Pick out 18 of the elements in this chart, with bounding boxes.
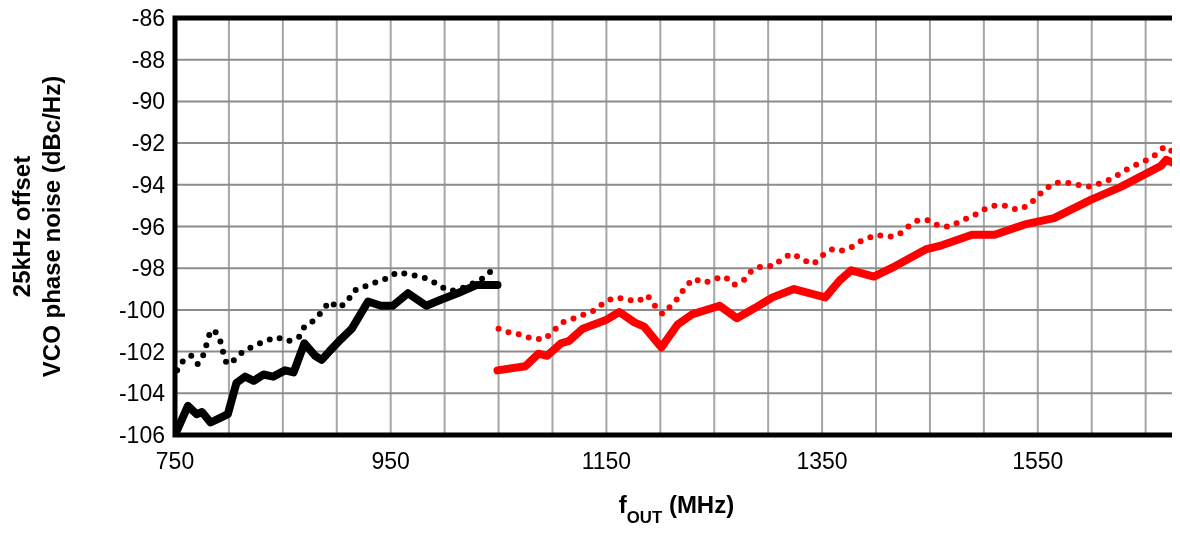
x-tick-label: 1350: [796, 448, 848, 474]
y-axis-title: 25kHz offset VCO phase noise (dBc/Hz): [8, 75, 65, 378]
y-tick-label: -102: [118, 338, 165, 365]
x-tick-label: 1150: [581, 448, 632, 474]
y-tick-label: -96: [131, 213, 165, 240]
y-tick-label: -106: [118, 422, 165, 449]
y-tick-label: -104: [118, 380, 166, 407]
x-tick-label: 950: [371, 448, 410, 474]
y-tick-label: -88: [131, 46, 165, 73]
y-tick-label: -92: [131, 130, 165, 157]
y-tick-label: -98: [131, 255, 165, 282]
y-tick-label: -86: [131, 5, 165, 32]
x-tick-label: 750: [155, 448, 195, 474]
y-tick-label: -94: [131, 171, 166, 198]
x-tick-label: 1550: [1012, 448, 1064, 474]
y-tick-label: -90: [131, 88, 165, 115]
x-axis-title: f$_{OUT}$ (MHz): [618, 491, 735, 527]
y-tick-label: -100: [118, 296, 165, 323]
